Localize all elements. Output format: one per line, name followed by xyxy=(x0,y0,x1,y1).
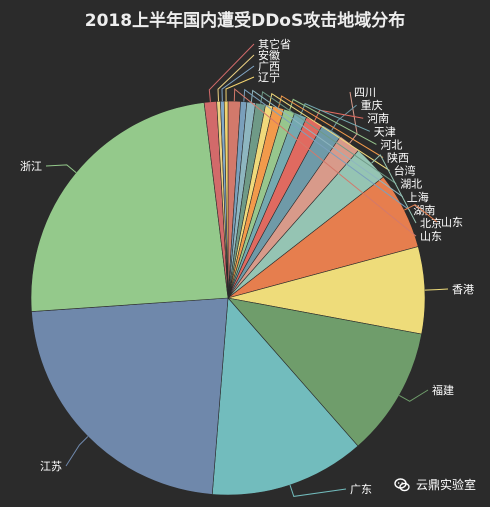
slice-label: 广东 xyxy=(350,483,372,496)
chart-title: 2018上半年国内遭受DDoS攻击地域分布 xyxy=(85,10,405,31)
leader-line xyxy=(45,164,77,173)
slice-label: 上海 xyxy=(407,190,429,204)
slice-label: 四川 xyxy=(354,86,376,99)
leader-line xyxy=(268,92,390,172)
slice-label: 湖北 xyxy=(400,178,422,191)
pie-slice xyxy=(31,297,229,495)
slice-label: 山东 xyxy=(441,216,463,229)
slice-label: 陕西 xyxy=(387,151,409,165)
slice-label: 其它省 xyxy=(258,37,291,51)
leader-line xyxy=(404,204,438,223)
leader-line xyxy=(233,88,417,237)
watermark-text: 云鼎实验室 xyxy=(415,478,476,492)
leader-line xyxy=(217,54,255,102)
slice-label: 香港 xyxy=(452,283,474,296)
leader-line xyxy=(208,43,255,102)
leader-line xyxy=(288,98,377,145)
pie-slice xyxy=(30,102,229,312)
watermark: 云鼎实验室 xyxy=(394,476,476,493)
leader-line xyxy=(221,65,255,102)
leader-line xyxy=(424,288,449,291)
slice-label: 河南 xyxy=(367,112,389,125)
leader-line xyxy=(260,91,397,185)
slice-label: 辽宁 xyxy=(258,70,280,84)
pie-slice xyxy=(211,297,359,496)
leader-line xyxy=(371,154,417,224)
slice-label: 天津 xyxy=(374,125,396,138)
slice-label: 重庆 xyxy=(361,98,383,112)
slice-label: 广西 xyxy=(258,60,280,73)
leader-line xyxy=(225,76,255,102)
slice-label: 福建 xyxy=(432,383,454,397)
leader-line xyxy=(300,103,370,132)
slice-label: 安徽 xyxy=(258,48,280,62)
slice-label: 山东 xyxy=(420,230,442,243)
leader-line xyxy=(65,436,89,467)
slice-label: 浙江 xyxy=(20,160,42,173)
slice-label: 江苏 xyxy=(40,460,62,473)
wechat-icon xyxy=(394,477,410,491)
leader-line xyxy=(243,88,410,211)
slice-label: 河北 xyxy=(380,138,402,151)
leader-line xyxy=(349,91,358,144)
slice-label: 台湾 xyxy=(394,164,416,178)
leader-line xyxy=(398,389,429,402)
leader-line xyxy=(250,89,404,198)
slice-label: 北京 xyxy=(420,216,442,230)
leader-line xyxy=(289,484,347,497)
pie-slice xyxy=(223,100,229,299)
